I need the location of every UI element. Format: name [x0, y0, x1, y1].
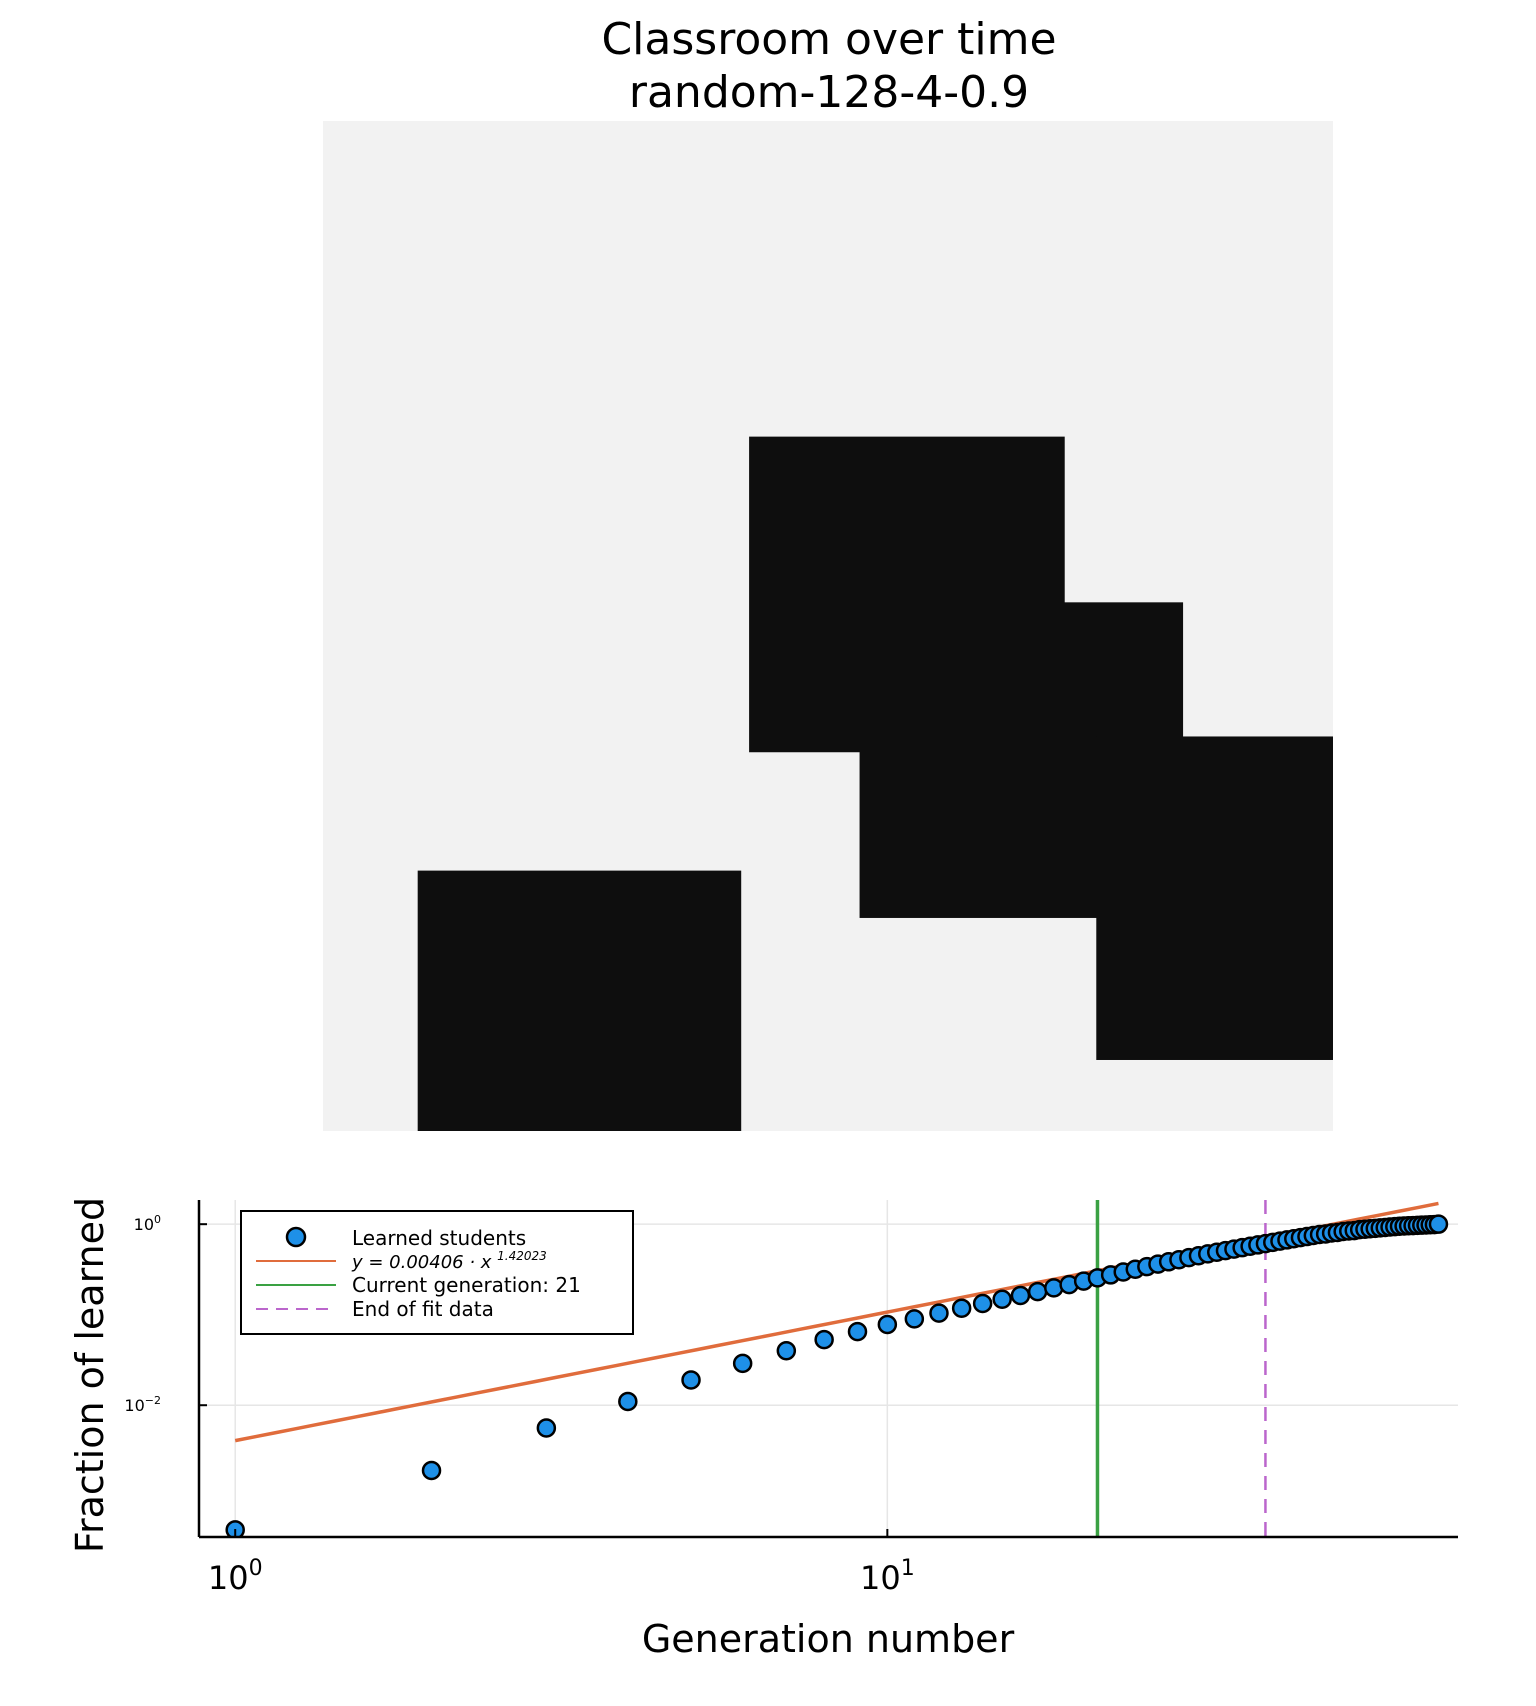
data-point [681, 1370, 701, 1390]
x-axis-label: Generation number [642, 1617, 1015, 1661]
data-point [951, 1298, 972, 1318]
legend-box [240, 1210, 634, 1335]
data-point [732, 1353, 753, 1374]
y-tick-label: 10−2 [124, 1394, 161, 1415]
data-point [776, 1340, 797, 1361]
data-point [992, 1289, 1012, 1310]
legend-label-current: Current generation: 21 [352, 1273, 581, 1297]
legend: Learned students y = 0.00406 · x 1.42023… [240, 1210, 634, 1335]
dark-region-3 [1096, 736, 1333, 1060]
legend-label-learned: Learned students [352, 1226, 526, 1250]
data-point [847, 1321, 868, 1342]
learned-fraction-plot: 100 101 10−2 100 Generation number Fractio… [68, 1197, 1458, 1661]
data-point [536, 1418, 557, 1438]
dark-region-4 [417, 870, 742, 1131]
data-point [972, 1293, 993, 1314]
x-tick-label: 101 [860, 1556, 915, 1597]
legend-fit-text: y = 0.00406 · x [351, 1252, 492, 1273]
y-ticks: 10−2 100 [124, 1213, 207, 1415]
data-point [904, 1309, 925, 1329]
classroom-heatmap [323, 121, 1333, 1131]
data-point [618, 1391, 638, 1412]
legend-marker-learned [285, 1226, 307, 1248]
data-point [814, 1329, 834, 1350]
y-tick-label: 100 [134, 1213, 161, 1234]
legend-label-fit: y = 0.00406 · x 1.42023 [351, 1249, 547, 1273]
legend-label-end-fit: End of fit data [352, 1297, 494, 1321]
title-line-1: Classroom over time [601, 14, 1056, 65]
data-point [929, 1303, 949, 1323]
x-ticks: 100 101 [208, 1529, 915, 1597]
y-axis-label: Fraction of learned [68, 1197, 112, 1553]
data-point [1027, 1281, 1048, 1302]
legend-fit-exponent: 1.42023 [497, 1249, 547, 1263]
data-point [1428, 1214, 1449, 1234]
x-tick-label: 100 [208, 1556, 263, 1597]
learned-students-points [225, 1214, 1449, 1537]
data-point [877, 1314, 898, 1335]
title-line-2: random-128-4-0.9 [629, 67, 1029, 118]
data-point [1010, 1285, 1031, 1306]
data-point [421, 1460, 442, 1481]
